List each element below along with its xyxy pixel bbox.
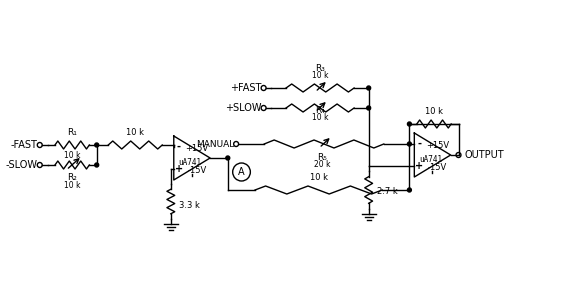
Text: 2.7 k: 2.7 k: [376, 187, 397, 197]
Circle shape: [226, 156, 230, 160]
Text: +15V: +15V: [185, 143, 209, 153]
Circle shape: [95, 163, 99, 167]
Text: 10 k: 10 k: [312, 113, 328, 122]
Text: 10 k: 10 k: [126, 128, 144, 137]
Text: +FAST: +FAST: [230, 83, 261, 93]
Circle shape: [95, 143, 99, 147]
Text: -SLOW: -SLOW: [6, 160, 38, 170]
Circle shape: [408, 122, 412, 126]
Text: MANUAL: MANUAL: [196, 139, 234, 149]
Text: +: +: [175, 164, 183, 174]
Circle shape: [408, 188, 412, 192]
Text: -15V: -15V: [187, 166, 206, 174]
Text: 10 k: 10 k: [64, 181, 81, 190]
Text: uA741: uA741: [419, 154, 442, 164]
Text: 20 k: 20 k: [314, 160, 331, 169]
Text: R₁: R₁: [67, 128, 77, 137]
Text: R₂: R₂: [67, 173, 77, 182]
Circle shape: [367, 106, 371, 110]
Text: OUTPUT: OUTPUT: [464, 150, 504, 160]
Text: +SLOW: +SLOW: [225, 103, 261, 113]
Text: +15V: +15V: [426, 141, 449, 149]
Text: 10 k: 10 k: [310, 173, 328, 182]
Text: uA741: uA741: [179, 158, 201, 166]
Circle shape: [408, 142, 412, 146]
Text: -FAST: -FAST: [11, 140, 38, 150]
Text: -15V: -15V: [428, 162, 447, 172]
Text: +: +: [415, 161, 424, 171]
Text: A: A: [238, 167, 245, 177]
Text: -: -: [417, 139, 421, 149]
Text: R₅: R₅: [317, 153, 327, 162]
Text: 3.3 k: 3.3 k: [179, 201, 200, 210]
Text: 10 k: 10 k: [425, 107, 443, 116]
Text: 10 k: 10 k: [312, 71, 328, 80]
Text: R₄: R₄: [315, 106, 325, 115]
Text: R₃: R₃: [315, 64, 325, 73]
Text: -: -: [177, 142, 181, 152]
Text: 10 k: 10 k: [64, 151, 81, 160]
Circle shape: [367, 86, 371, 90]
